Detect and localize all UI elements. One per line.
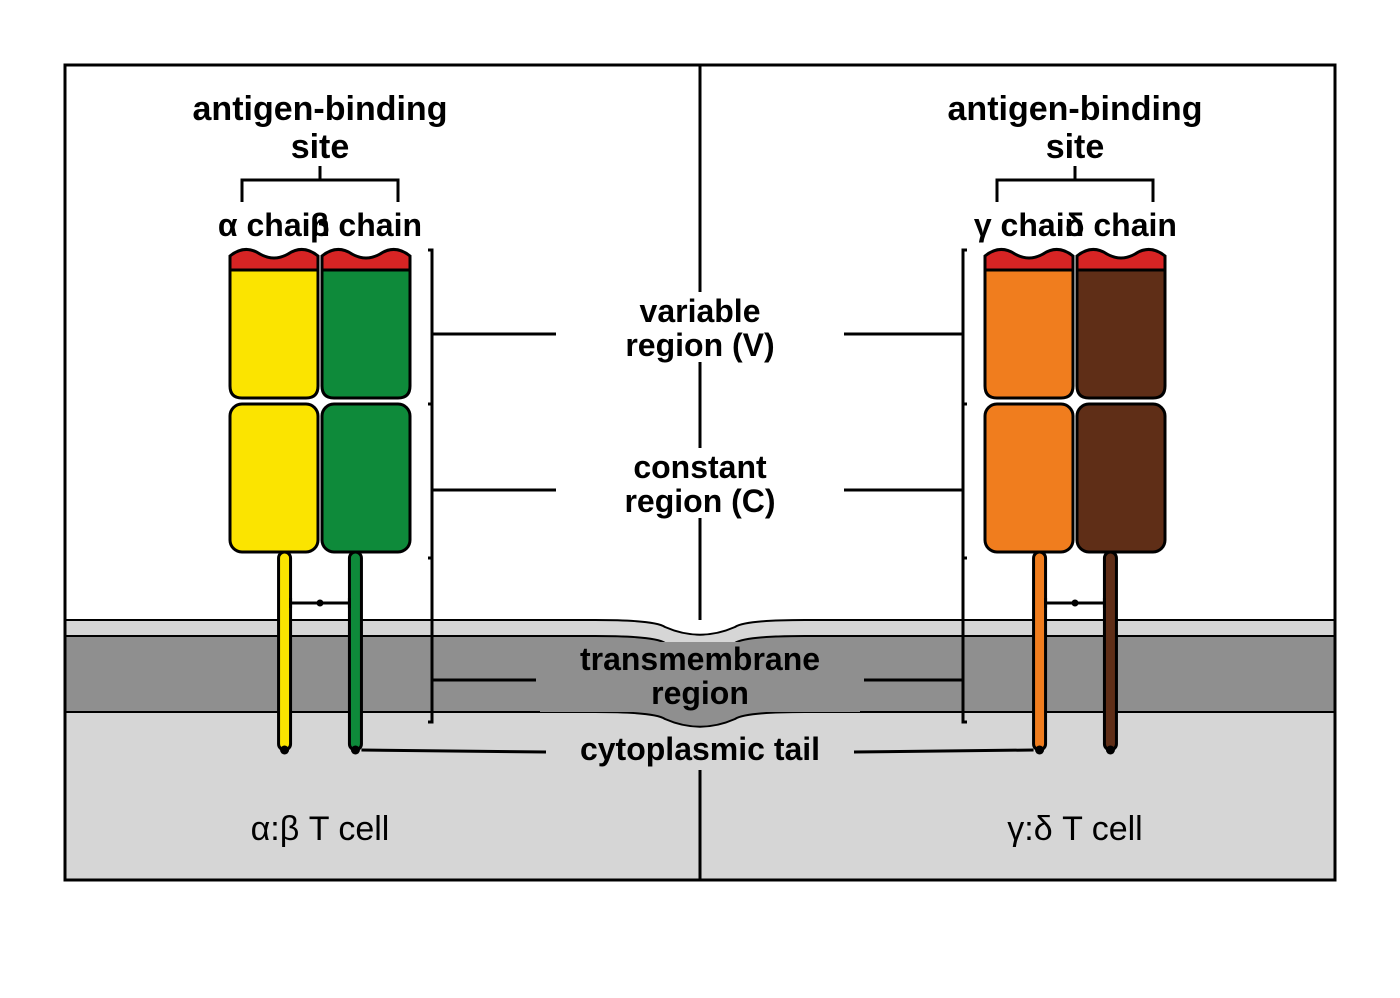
- left-receptor-chain-b-c-domain: [322, 404, 410, 552]
- left-receptor-chain-b-v-domain: [322, 268, 410, 398]
- left-receptor-chain-b-stem: [349, 552, 361, 750]
- variable-label-l2: region (V): [625, 327, 774, 363]
- right-receptor-chain-a-stem: [1034, 552, 1046, 750]
- constant-label-l2: region (C): [624, 483, 775, 519]
- right-receptor-chain-b-tail-end: [1106, 746, 1115, 755]
- right-chain-b-label: δ chain: [1065, 207, 1177, 243]
- transmembrane-label-l1: transmembrane: [580, 641, 820, 677]
- cytoplasmic-label-group: cytoplasmic tail: [550, 731, 850, 770]
- right-receptor-chain-a-v-domain: [985, 268, 1073, 398]
- left-antigen-label-l2: site: [291, 128, 350, 166]
- right-cell-label: γ:δ T cell: [1007, 810, 1142, 848]
- right-antigen-label-l1: antigen-binding: [948, 90, 1203, 128]
- left-receptor-chain-a-tail-end: [280, 746, 289, 755]
- right-receptor-chain-b-c-domain: [1077, 404, 1165, 552]
- left-receptor-chain-a-c-domain: [230, 404, 318, 552]
- variable-label-l1: variable: [640, 293, 761, 329]
- constant-label-group: constantregion (C): [560, 448, 840, 519]
- cytoplasmic-leader-right: [854, 750, 1034, 752]
- right-receptor-chain-b-v-domain: [1077, 268, 1165, 398]
- variable-label-group: variableregion (V): [560, 292, 840, 363]
- left-receptor-chain-a-v-domain: [230, 268, 318, 398]
- tcr-diagram: antigen-bindingsiteantigen-bindingsiteα …: [0, 0, 1400, 998]
- left-antigen-label-l1: antigen-binding: [193, 90, 448, 128]
- left-chain-b-label: β chain: [310, 207, 422, 243]
- right-antigen-label-l2: site: [1046, 128, 1105, 166]
- left-receptor-disulfide-dot: [317, 600, 324, 607]
- left-receptor-chain-b-tail-end: [351, 746, 360, 755]
- right-receptor-disulfide-dot: [1072, 600, 1079, 607]
- left-receptor-chain-a-stem: [279, 552, 291, 750]
- constant-label-l1: constant: [633, 449, 767, 485]
- cytoplasmic-label: cytoplasmic tail: [580, 731, 820, 767]
- right-receptor-chain-a-tail-end: [1035, 746, 1044, 755]
- transmembrane-label-group: transmembraneregion: [540, 641, 860, 712]
- cytoplasmic-leader-left: [361, 750, 546, 752]
- right-receptor-chain-a-c-domain: [985, 404, 1073, 552]
- left-cell-label: α:β T cell: [251, 810, 390, 848]
- transmembrane-label-l2: region: [651, 675, 749, 711]
- right-receptor-chain-b-stem: [1104, 552, 1116, 750]
